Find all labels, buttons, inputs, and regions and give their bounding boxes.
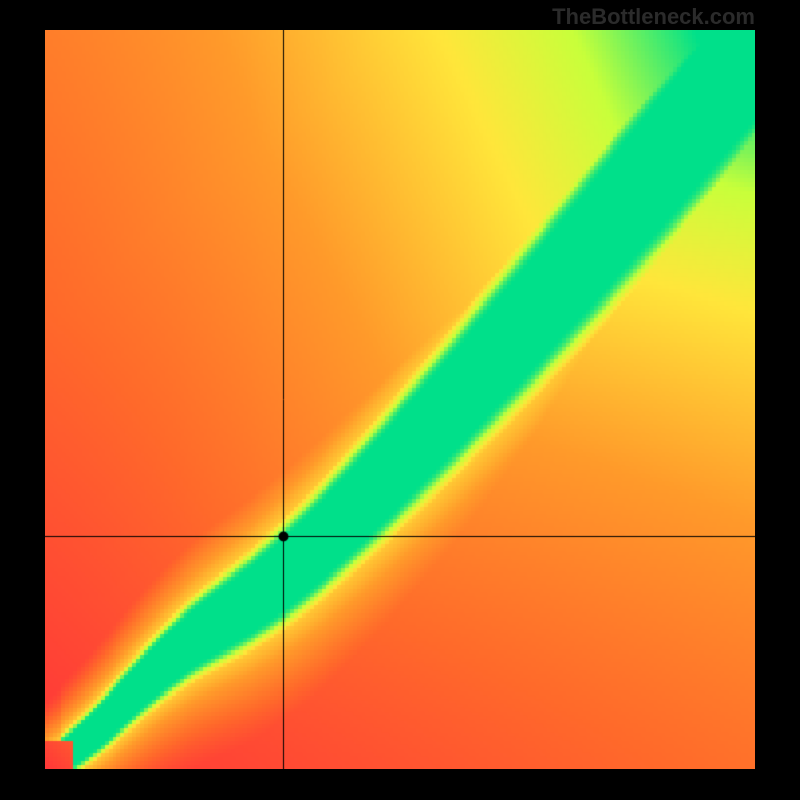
watermark-text: TheBottleneck.com [552, 4, 755, 30]
bottleneck-heatmap [45, 30, 755, 769]
chart-container: TheBottleneck.com [0, 0, 800, 800]
